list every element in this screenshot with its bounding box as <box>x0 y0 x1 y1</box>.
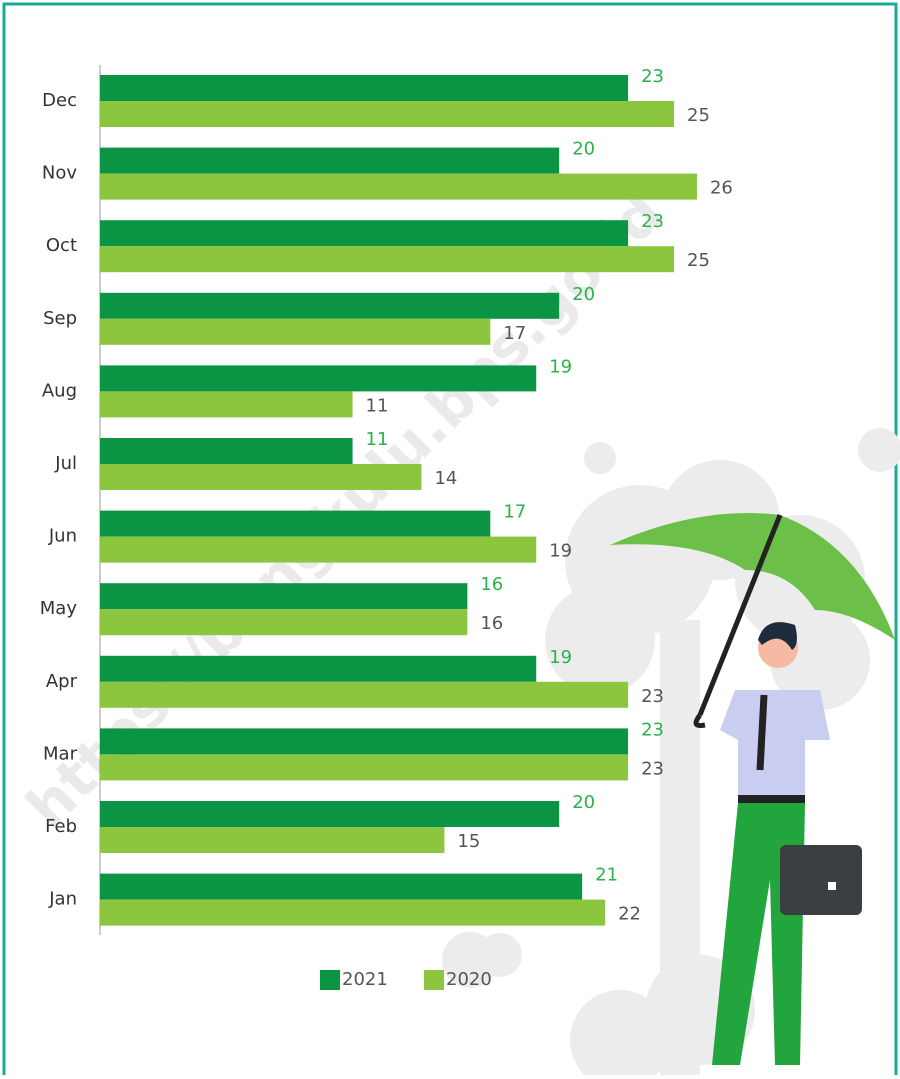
value-label: 17 <box>503 502 526 523</box>
value-label: 21 <box>595 865 618 886</box>
value-label: 22 <box>618 904 641 925</box>
bar <box>100 246 674 273</box>
y-tick-label: Nov <box>42 163 77 184</box>
y-tick-label: May <box>40 598 78 619</box>
value-label: 23 <box>641 211 664 232</box>
value-label: 16 <box>480 574 503 595</box>
bar <box>100 147 560 174</box>
bar <box>100 391 353 418</box>
bar <box>100 173 697 200</box>
bar <box>100 899 606 926</box>
umbrella-shaft <box>697 514 783 716</box>
umbrella <box>610 513 895 640</box>
y-tick-label: Mar <box>43 743 78 764</box>
bar <box>100 464 422 490</box>
illustration <box>442 428 900 1079</box>
legend-swatch <box>320 970 340 990</box>
value-label: 19 <box>549 541 572 562</box>
y-tick-label: Jun <box>48 526 77 547</box>
bar <box>100 438 353 464</box>
value-label: 15 <box>457 831 480 852</box>
bar <box>100 754 629 781</box>
bar <box>100 510 491 537</box>
y-tick-label: Feb <box>45 816 77 837</box>
value-label: 11 <box>366 429 389 450</box>
bar <box>100 292 560 319</box>
value-label: 16 <box>480 613 503 634</box>
legend-swatch <box>424 970 444 990</box>
briefcase <box>780 845 862 915</box>
bar <box>100 873 583 900</box>
value-label: 23 <box>641 686 664 707</box>
shirt <box>720 690 830 795</box>
y-tick-label: Jul <box>54 453 77 474</box>
value-label: 14 <box>434 468 457 489</box>
y-tick-label: Aug <box>42 380 77 401</box>
bar <box>100 536 537 563</box>
value-label: 23 <box>641 758 664 779</box>
value-label: 25 <box>687 250 710 271</box>
bar <box>100 583 468 610</box>
legend-label: 2021 <box>342 969 388 990</box>
y-tick-label: Sep <box>43 308 77 329</box>
bar <box>100 75 629 101</box>
value-label: 25 <box>687 105 710 126</box>
bar <box>100 827 445 853</box>
bar <box>100 801 560 827</box>
value-label: 17 <box>503 323 526 344</box>
legend-label: 2020 <box>446 969 492 990</box>
value-label: 19 <box>549 647 572 668</box>
bar <box>100 609 468 636</box>
value-label: 20 <box>572 284 595 305</box>
y-tick-label: Apr <box>46 671 78 692</box>
value-label: 20 <box>572 792 595 813</box>
value-label: 20 <box>572 139 595 160</box>
bar <box>100 101 674 127</box>
bar <box>100 220 629 247</box>
bar <box>100 365 537 392</box>
value-label: 19 <box>549 356 572 377</box>
value-label: 23 <box>641 719 664 740</box>
value-label: 26 <box>710 178 733 199</box>
value-label: 23 <box>641 66 664 87</box>
value-label: 11 <box>366 395 389 416</box>
y-tick-label: Oct <box>46 235 77 256</box>
y-tick-label: Dec <box>42 90 77 111</box>
bar <box>100 318 491 345</box>
bar <box>100 655 537 682</box>
bar <box>100 681 629 708</box>
trousers <box>712 803 805 1065</box>
y-tick-label: Jan <box>48 889 77 910</box>
bar <box>100 728 629 755</box>
